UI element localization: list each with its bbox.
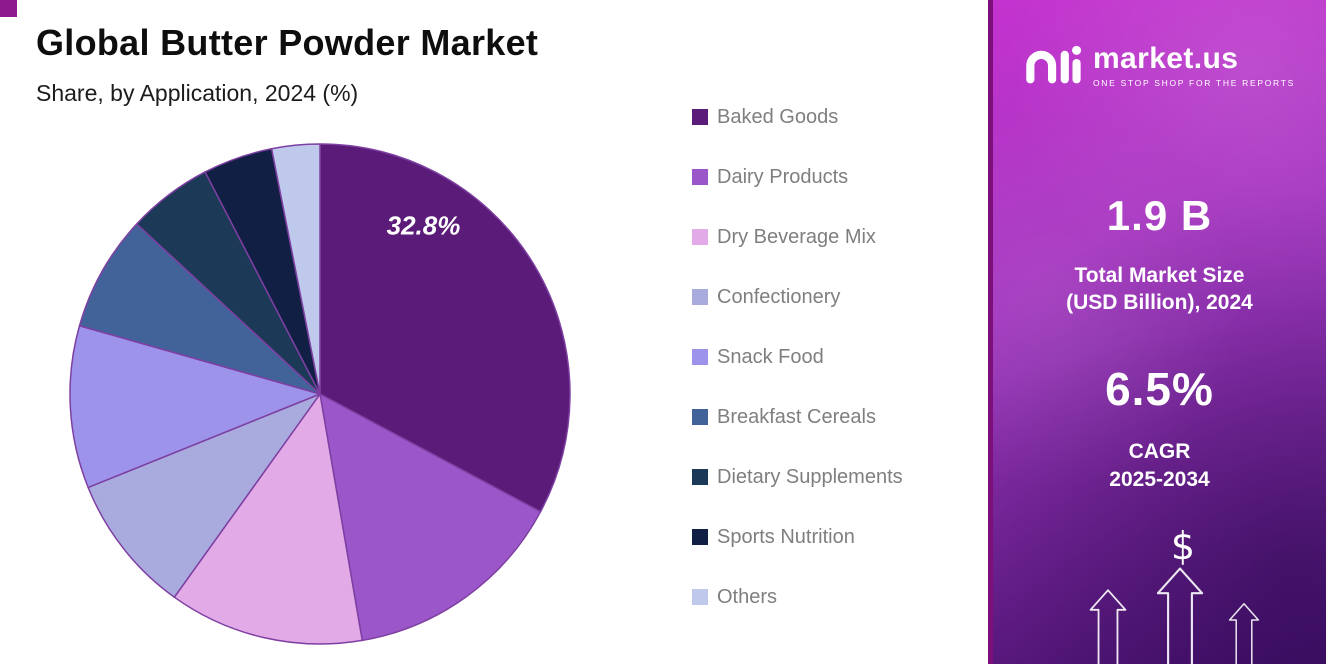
brand-text: market.us ONE STOP SHOP FOR THE REPORTS [1092,42,1296,89]
legend-item-others: Others [692,584,903,610]
page-title: Global Butter Powder Market [36,22,539,63]
market-size-label-line2: (USD Billion), 2024 [1066,291,1253,315]
legend-label: Dietary Supplements [717,465,903,488]
legend-item-breakfast-cereals: Breakfast Cereals [692,404,903,430]
legend-item-baked-goods: Baked Goods [692,104,903,130]
pie-slice-others [270,143,321,395]
legend-swatch [692,109,708,125]
growth-arrow-icon [1081,588,1135,664]
legend-label: Dry Beverage Mix [717,225,876,248]
legend-label: Confectionery [717,285,841,308]
pie-slice-confectionery [87,393,321,598]
growth-arrow-icon [1151,566,1209,664]
pie-chart: 32.8% [62,136,578,652]
cagr-value: 6.5% [1105,363,1214,415]
legend-item-confectionery: Confectionery [692,284,903,310]
marketus-logo-icon [1024,44,1082,88]
legend-swatch [692,469,708,485]
chart-legend: Baked Goods Dairy Products Dry Beverage … [692,104,903,644]
pie-slice-annotation: 32.8% [387,211,461,241]
market-size-label-line1: Total Market Size [1074,264,1245,287]
legend-label: Dairy Products [717,165,849,188]
pie-slice-dairy-products [319,393,542,642]
brand-block: market.us ONE STOP SHOP FOR THE REPORTS [993,44,1326,88]
legend-label: Sports Nutrition [717,525,855,548]
pie-slice-dry-beverage-mix [173,393,363,645]
corner-accent-square [0,0,17,17]
legend-item-sports-nutrition: Sports Nutrition [692,524,903,550]
pie-slice-snack-food [69,325,321,489]
legend-swatch [692,589,708,605]
cagr-label-line2: 2025-2034 [1109,468,1210,492]
pie-slice-breakfast-cereals [78,223,321,395]
pie-slice-baked-goods [319,143,571,513]
legend-swatch [692,529,708,545]
legend-item-dietary-supplements: Dietary Supplements [692,464,903,490]
right-panel: market.us ONE STOP SHOP FOR THE REPORTS … [988,0,1326,664]
legend-item-dairy-products: Dairy Products [692,164,903,190]
legend-swatch [692,349,708,365]
dollar-icon: $ [1170,524,1196,568]
legend-label: Snack Food [717,345,824,368]
market-size-value: 1.9 B [1106,192,1213,239]
legend-label: Breakfast Cereals [717,405,876,428]
cagr-label-line1: CAGR [1128,440,1191,463]
legend-item-snack-food: Snack Food [692,344,903,370]
legend-label: Baked Goods [717,105,839,128]
cagr-label: CAGR 2025-2034 [993,438,1326,495]
page-subtitle: Share, by Application, 2024 (%) [36,80,359,106]
market-size-label: Total Market Size (USD Billion), 2024 [993,262,1326,317]
brand-name: market.us [1092,42,1239,75]
growth-arrow-icon [1217,602,1271,664]
legend-swatch [692,169,708,185]
legend-item-dry-beverage-mix: Dry Beverage Mix [692,224,903,250]
legend-swatch [692,409,708,425]
brand-tagline: ONE STOP SHOP FOR THE REPORTS [1092,78,1296,88]
legend-swatch [692,229,708,245]
legend-swatch [692,289,708,305]
pie-chart-svg: 32.8% [69,143,571,645]
legend-label: Others [717,585,778,608]
